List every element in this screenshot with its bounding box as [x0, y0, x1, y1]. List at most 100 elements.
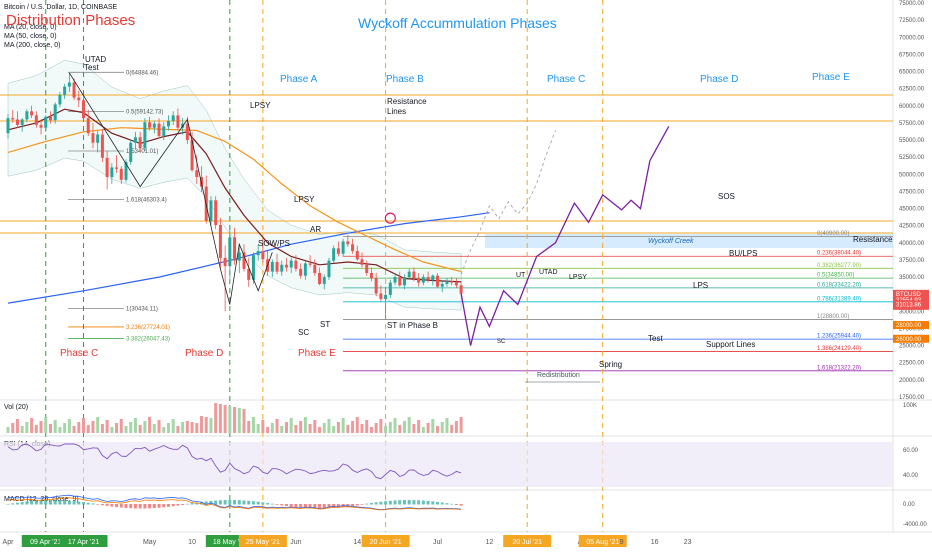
price-tick-label: 65000.00	[899, 70, 925, 76]
price-badge-value: 31013.86	[896, 302, 922, 308]
volume-bar	[351, 421, 355, 433]
candle-body	[166, 120, 170, 127]
volume-bar	[280, 426, 284, 433]
candles	[6, 72, 463, 320]
macd-bar	[247, 500, 251, 505]
fib-left-label: 0(64884.46)	[126, 70, 158, 76]
macd-bar	[251, 501, 255, 505]
phase-top-label: Phase D	[700, 74, 738, 85]
candle-body	[82, 100, 86, 119]
candle-body	[346, 241, 350, 245]
price-tick-label: 42500.00	[899, 224, 925, 230]
candle-body	[11, 118, 15, 120]
ma50-line	[7, 127, 462, 273]
macd-tick: -4000.00	[903, 522, 927, 528]
candle-body	[341, 241, 345, 254]
volume-bar	[15, 419, 19, 433]
macd-bar	[242, 500, 246, 505]
volume-bar	[48, 424, 52, 433]
fib-left-label: 3.382(26047.43)	[126, 336, 170, 342]
macd-label: MACD (12, 26, close, 9)	[4, 496, 79, 503]
price-tick-label: 20000.00	[899, 378, 925, 384]
price-tick-label: 45000.00	[899, 207, 925, 213]
volume-bar	[53, 420, 57, 433]
macd-bar	[327, 504, 331, 509]
volume-bar	[34, 425, 38, 433]
price-tick-label: 37500.00	[899, 258, 925, 264]
macd-bar	[86, 502, 90, 505]
price-tick-label: 55000.00	[899, 138, 925, 144]
volume-bar	[11, 423, 15, 433]
volume-bar	[63, 423, 67, 433]
candle-body	[25, 111, 29, 120]
date-tick-badge	[59, 535, 108, 547]
candle-body	[294, 260, 298, 269]
volume-bar	[124, 426, 128, 433]
macd-bar	[63, 500, 67, 505]
macd-bar	[223, 500, 227, 505]
macd-bar	[34, 500, 38, 505]
fib-level-label: 0.236(38044.40)	[817, 251, 861, 257]
volume-bar	[261, 420, 265, 433]
macd-bar	[138, 504, 142, 509]
date-tick-label: 25 May '21	[246, 539, 280, 546]
macd-bar	[91, 503, 95, 505]
macd-bar	[96, 504, 100, 505]
volume-bar	[289, 418, 293, 433]
redistribution-label: Redistribution	[537, 372, 580, 379]
candle-body	[327, 260, 331, 278]
symbol-legend: Bitcoin / U.S. Dollar, 1D, COINBASE	[4, 4, 118, 11]
macd-tick: 0.00	[903, 502, 915, 508]
date-tick-badge	[361, 535, 410, 547]
candle-body	[162, 126, 166, 136]
price-tick-label: 67500.00	[899, 52, 925, 58]
price-tick-label: 52500.00	[899, 155, 925, 161]
date-tick-label: 20 Jun '21	[370, 539, 402, 546]
price-badge-value: 26000.00	[896, 337, 922, 343]
volume-tick: 100K	[903, 403, 917, 409]
sos-label: SOS	[718, 192, 735, 201]
macd-bar	[100, 504, 104, 506]
volume-bar	[242, 409, 246, 433]
macd-bar	[148, 504, 152, 509]
price-badge-value: 28000.00	[896, 323, 922, 329]
candle-body	[369, 272, 373, 279]
date-tick-badge	[578, 535, 627, 547]
candle-body	[63, 86, 67, 95]
rsi-tick: 40.00	[903, 473, 919, 479]
fib-left-label: 1.618(46303.4)	[126, 198, 167, 204]
test-label: Test	[648, 334, 663, 343]
macd-bar	[181, 504, 185, 505]
volume-bar	[360, 424, 364, 433]
candle-body	[332, 248, 336, 261]
candle-body	[190, 140, 194, 171]
candle-body	[157, 123, 161, 136]
candle-body	[15, 119, 19, 125]
macd-bar	[25, 501, 29, 505]
macd-bar	[39, 500, 43, 505]
macd-signal-line	[7, 497, 462, 511]
macd-bar	[190, 503, 194, 505]
macd-bar	[313, 504, 317, 509]
macd-bar	[351, 504, 355, 507]
price-tick-label: 72500.00	[899, 18, 925, 24]
candle-body	[96, 134, 100, 143]
candle-body	[270, 262, 274, 272]
candle-body	[450, 281, 454, 283]
macd-bar	[388, 500, 392, 505]
macd-bar	[355, 504, 359, 506]
structure-zigzag	[69, 72, 273, 305]
volume-bar	[251, 417, 255, 433]
volume-bar	[294, 425, 298, 433]
candle-body	[138, 137, 142, 149]
macd-bar	[299, 504, 303, 508]
candle-body	[303, 263, 307, 276]
candle-body	[129, 142, 133, 162]
volume-bar	[82, 418, 86, 433]
fib-level-label: 0.786(31389.40)	[817, 296, 861, 302]
macd-bar	[237, 500, 241, 505]
macd-bar	[322, 504, 326, 509]
macd-bar	[318, 504, 322, 509]
